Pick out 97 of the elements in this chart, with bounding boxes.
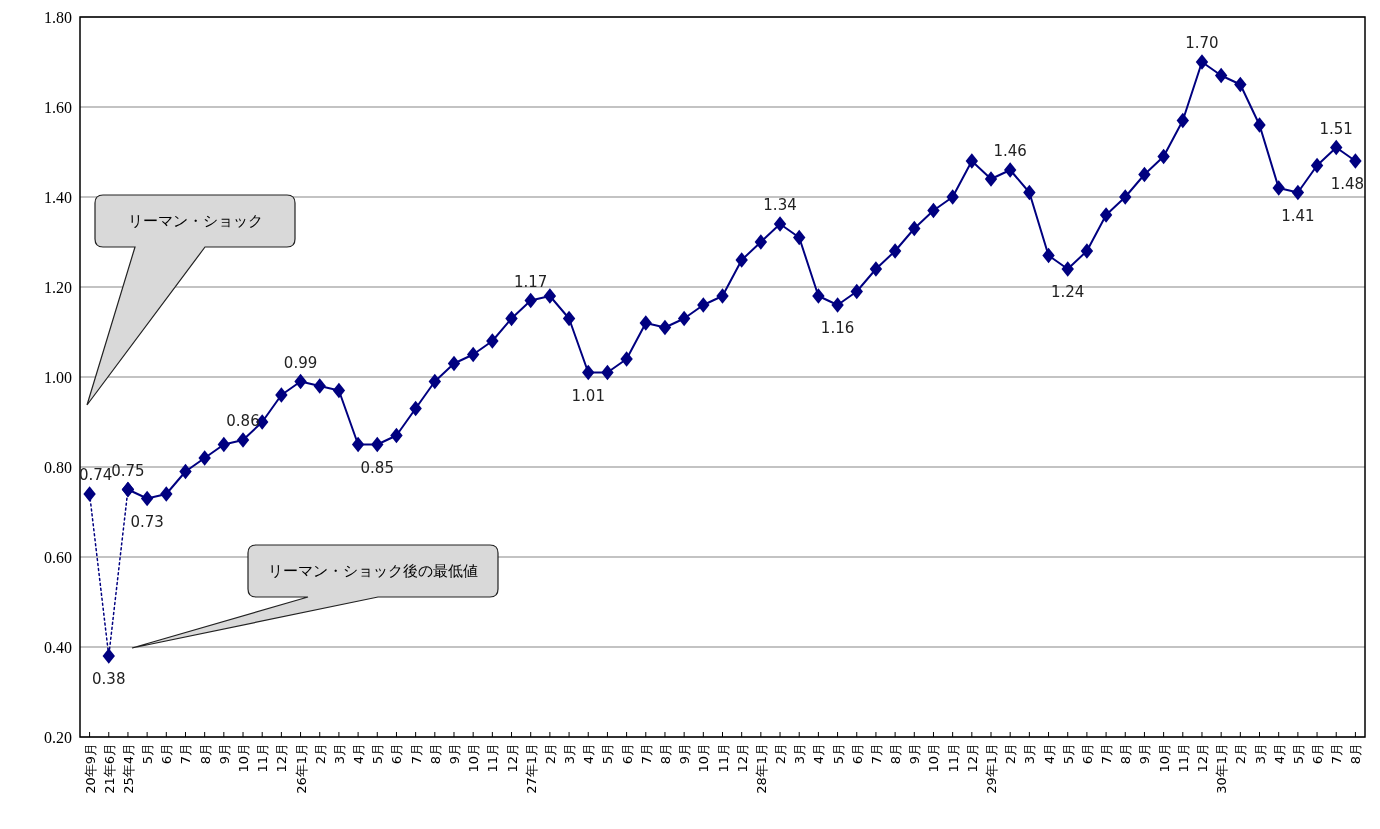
x-tick-label: 12月: [734, 743, 750, 773]
x-tick-label: 4月: [1271, 743, 1287, 765]
annotation: リーマン・ショック後の最低値: [268, 562, 478, 581]
x-tick-label: 5月: [1060, 743, 1076, 765]
data-label: 1.01: [571, 386, 605, 405]
x-tick-label: 6月: [1310, 743, 1326, 765]
x-tick-label: 28年1月: [753, 743, 769, 794]
x-tick-label: 11月: [715, 743, 731, 773]
x-tick-label: 6月: [1079, 743, 1095, 765]
x-tick-label: 2月: [542, 743, 558, 765]
x-tick-label: 5月: [140, 743, 156, 765]
x-tick-label: 3月: [1022, 743, 1038, 765]
x-tick-label: 3月: [562, 743, 578, 765]
x-tick-label: 6月: [159, 743, 175, 765]
x-tick-label: 8月: [888, 743, 904, 765]
y-tick-label: 0.80: [44, 458, 72, 476]
x-tick-label: 8月: [657, 743, 673, 765]
x-tick-label: 5月: [600, 743, 616, 765]
x-tick-label: 9月: [677, 743, 693, 765]
y-tick-label: 1.60: [44, 98, 72, 116]
x-tick-label: 12月: [1194, 743, 1210, 773]
x-tick-label: 3月: [792, 743, 808, 765]
x-tick-label: 6月: [849, 743, 865, 765]
x-tick-label: 26年1月: [293, 743, 309, 794]
x-tick-label: 11月: [485, 743, 501, 773]
y-tick-label: 1.80: [44, 8, 72, 26]
x-tick-label: 27年1月: [523, 743, 539, 794]
x-tick-label: 21年6月: [101, 743, 117, 794]
x-tick-label: 4月: [581, 743, 597, 765]
x-tick-label: 11月: [1175, 743, 1191, 773]
x-tick-label: 4月: [811, 743, 827, 765]
x-tick-label: 2月: [312, 743, 328, 765]
x-tick-label: 9月: [1137, 743, 1153, 765]
data-label: 0.73: [130, 512, 164, 531]
x-tick-label: 7月: [1329, 743, 1345, 765]
y-tick-label: 1.40: [44, 188, 72, 206]
data-label: 1.46: [993, 142, 1027, 160]
x-tick-label: 9月: [907, 743, 923, 765]
x-tick-label: 30年1月: [1214, 743, 1230, 794]
x-tick-label: 5月: [830, 743, 846, 765]
x-tick-label: 9月: [216, 743, 232, 765]
data-label: 1.24: [1051, 283, 1085, 301]
data-label: 1.17: [514, 272, 548, 291]
x-tick-label: 29年1月: [984, 743, 1000, 794]
x-tick-label: 11月: [255, 743, 271, 773]
x-tick-label: 5月: [1290, 743, 1306, 765]
x-tick-label: 10月: [466, 743, 482, 773]
x-tick-label: 10月: [926, 743, 942, 773]
x-tick-label: 7月: [1099, 743, 1115, 765]
x-tick-label: 8月: [1118, 743, 1134, 765]
x-tick-label: 5月: [370, 743, 386, 765]
point: [102, 648, 115, 664]
x-tick-label: 10月: [696, 743, 712, 773]
x-tick-label: 2月: [773, 743, 789, 765]
x-tick-label: 12月: [504, 743, 520, 773]
x-tick-label: 12月: [274, 743, 290, 773]
x-tick-label: 12月: [964, 743, 980, 773]
x-tick-label: 8月: [197, 743, 213, 765]
x-tick-label: 7月: [638, 743, 654, 765]
x-tick-label: 11月: [945, 743, 961, 773]
x-tick-label: 7月: [408, 743, 424, 765]
x-tick-label: 6月: [389, 743, 405, 765]
y-tick-label: 1.20: [44, 278, 72, 296]
y-tick-label: 0.60: [44, 548, 72, 566]
x-tick-label: 3月: [331, 743, 347, 765]
x-tick-label: 4月: [1041, 743, 1057, 765]
point: [121, 481, 135, 498]
data-label: 0.99: [283, 353, 318, 372]
x-tick-label: 4月: [351, 743, 367, 765]
x-tick-label: 25年4月: [120, 743, 136, 794]
y-tick-label: 1.00: [44, 368, 72, 386]
x-tick-label: 3月: [1252, 743, 1268, 765]
x-tick-label: 10月: [1156, 743, 1172, 773]
data-label: 0.38: [92, 670, 126, 688]
x-tick-label: 2月: [1233, 743, 1249, 765]
data-label: 1.16: [820, 319, 855, 337]
x-tick-label: 8月: [427, 743, 443, 765]
x-tick-label: 20年9月: [82, 743, 98, 794]
data-label: 1.51: [1319, 119, 1353, 138]
x-tick-label: 6月: [619, 743, 635, 765]
data-label: 1.34: [763, 196, 797, 214]
x-tick-label: 2月: [1003, 743, 1019, 765]
data-label: 1.41: [1281, 206, 1315, 225]
data-label: 1.48: [1330, 175, 1365, 193]
x-tick-label: 10月: [236, 743, 252, 773]
y-tick-label: 0.20: [44, 728, 72, 746]
y-tick-label: 0.40: [44, 638, 72, 656]
x-tick-label: 7月: [868, 743, 884, 765]
x-tick-label: 9月: [446, 743, 462, 765]
point: [83, 486, 96, 502]
annotation: リーマン・ショック: [127, 212, 263, 231]
x-tick-label: 8月: [1348, 743, 1364, 765]
x-tick-label: 7月: [178, 743, 194, 765]
data-label: 0.85: [360, 458, 394, 477]
data-label: 0.75: [111, 461, 145, 480]
data-label: 1.70: [1185, 34, 1219, 52]
data-label: 0.86: [226, 412, 260, 430]
